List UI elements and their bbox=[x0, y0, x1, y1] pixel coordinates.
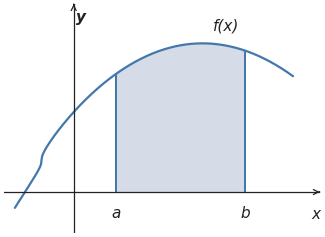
Text: f(x): f(x) bbox=[213, 18, 239, 33]
Text: a: a bbox=[112, 206, 121, 221]
Text: y: y bbox=[76, 10, 86, 25]
Text: x: x bbox=[311, 207, 320, 222]
Text: b: b bbox=[240, 206, 250, 221]
